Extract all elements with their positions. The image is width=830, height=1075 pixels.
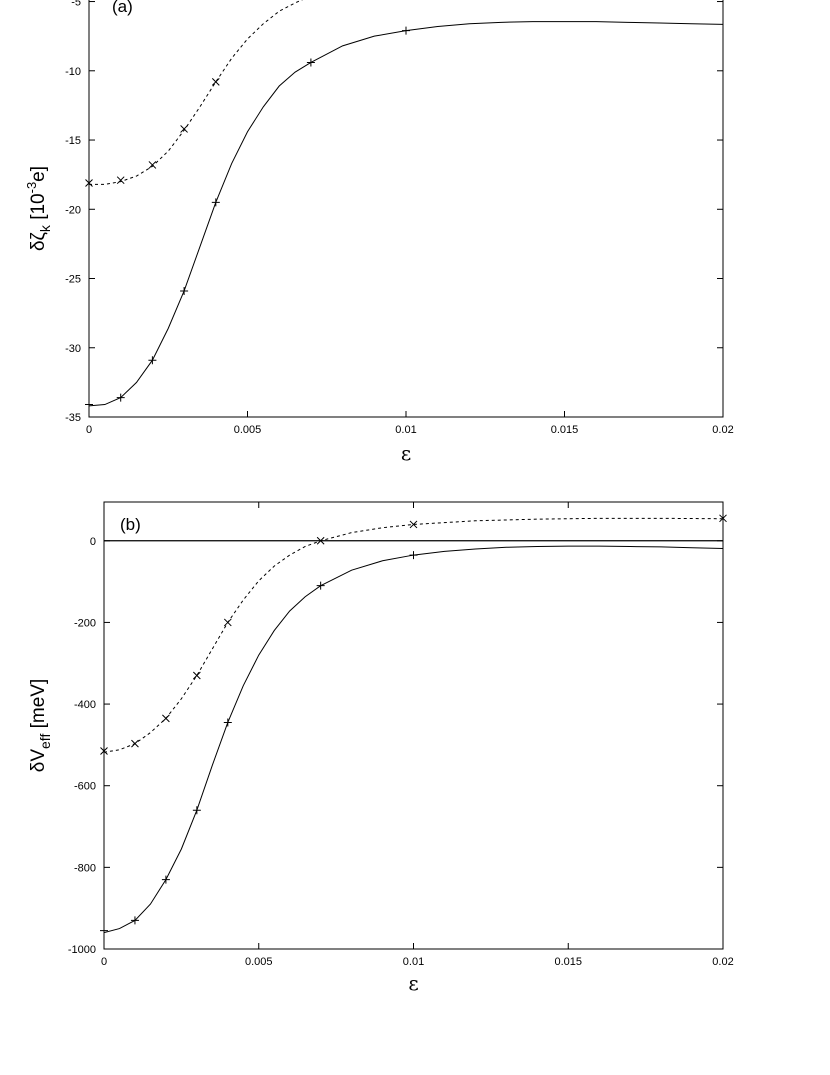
x-tick-label: 0.01	[395, 424, 416, 436]
chart-panel-a: 0 0.005 0.01 0.015 0.02 -35 -30 -25 -20 -15 -10 -5 (…	[24, 0, 734, 465]
plus-marker-point	[211, 198, 220, 207]
x-marker-point	[131, 739, 139, 748]
x-marker-point	[211, 78, 220, 86]
y-axis-label-subscript: eff	[37, 734, 53, 749]
y-tick-label: 0	[90, 536, 96, 548]
plus-marker-point	[223, 718, 232, 727]
x-marker-point	[316, 536, 325, 545]
plus-marker-point	[402, 26, 410, 35]
x-marker-point	[100, 747, 108, 755]
plus-marker-point	[116, 393, 125, 402]
y-tick-label: -20	[65, 204, 81, 216]
y-tick-label: -200	[74, 617, 96, 629]
x-marker-point	[116, 176, 125, 185]
x-axis-label: ε	[408, 971, 418, 995]
y-tick-label: -15	[65, 135, 81, 147]
x-marker-point	[409, 520, 418, 529]
plus-marker-point	[192, 806, 201, 815]
dashed-series-line	[89, 0, 304, 185]
x-tick-label: 0.01	[403, 956, 424, 968]
plot-frame	[103, 501, 724, 950]
y-axis-label-unit: [meV]	[28, 679, 49, 734]
solid-series-line	[89, 21, 723, 407]
x-tick-label: 0.02	[712, 956, 733, 968]
y-tick-label: -10	[65, 66, 81, 78]
y-axis-label-superscript: -3	[24, 182, 39, 194]
y-tick-label: -30	[65, 343, 81, 355]
solid-series-line	[104, 545, 723, 934]
x-tick-label: 0.02	[712, 424, 733, 436]
plus-marker-point	[100, 926, 108, 935]
x-tick-label: 0	[86, 424, 92, 436]
plus-marker-point	[409, 551, 418, 560]
y-tick-label: -5	[71, 0, 81, 9]
x-tick-label: 0.015	[554, 956, 582, 968]
x-marker-point	[85, 179, 93, 187]
panel-label: (a)	[112, 0, 133, 16]
x-marker-point	[162, 714, 170, 723]
x-marker-point	[180, 125, 188, 133]
y-axis-label-unit: [10	[28, 193, 49, 225]
y-axis-label: δVeff [meV]	[28, 679, 53, 772]
x-tick-label: 0.005	[245, 956, 273, 968]
plus-marker-point	[306, 58, 315, 67]
y-tick-label: -35	[65, 412, 81, 424]
plus-marker-point	[148, 356, 157, 365]
plot-frame	[88, 0, 724, 418]
x-marker-point	[223, 618, 232, 627]
y-axis-label-unit-end: e]	[28, 166, 49, 182]
y-tick-label: -800	[74, 862, 96, 874]
plus-marker-point	[85, 400, 93, 409]
x-tick-label: 0	[101, 956, 107, 968]
x-tick-label: 0.015	[551, 424, 579, 436]
plus-marker-point	[316, 581, 325, 590]
x-marker-point	[148, 161, 157, 169]
y-axis-label-subscript: k	[37, 224, 53, 232]
y-axis-label: δζk [10-3e]	[24, 166, 53, 251]
plus-marker-point	[130, 916, 139, 925]
x-axis-label: ε	[401, 441, 411, 465]
x-tick-label: 0.005	[234, 424, 262, 436]
y-axis-label-main: δζ	[28, 231, 49, 251]
y-tick-label: -1000	[68, 944, 96, 956]
x-marker-point	[719, 514, 727, 523]
plus-marker-point	[180, 286, 189, 295]
y-tick-label: -600	[74, 781, 96, 793]
y-tick-label: -400	[74, 699, 96, 711]
y-tick-label: -25	[65, 274, 81, 286]
x-marker-point	[192, 671, 201, 680]
y-axis-label-main: δV	[28, 749, 49, 773]
panel-label: (b)	[120, 515, 141, 534]
plus-marker-point	[161, 875, 170, 884]
chart-panel-b: 0 0.005 0.01 0.015 0.02 -1000 -800 -600 -400 -200…	[28, 501, 734, 995]
dashed-series-line	[104, 517, 723, 753]
